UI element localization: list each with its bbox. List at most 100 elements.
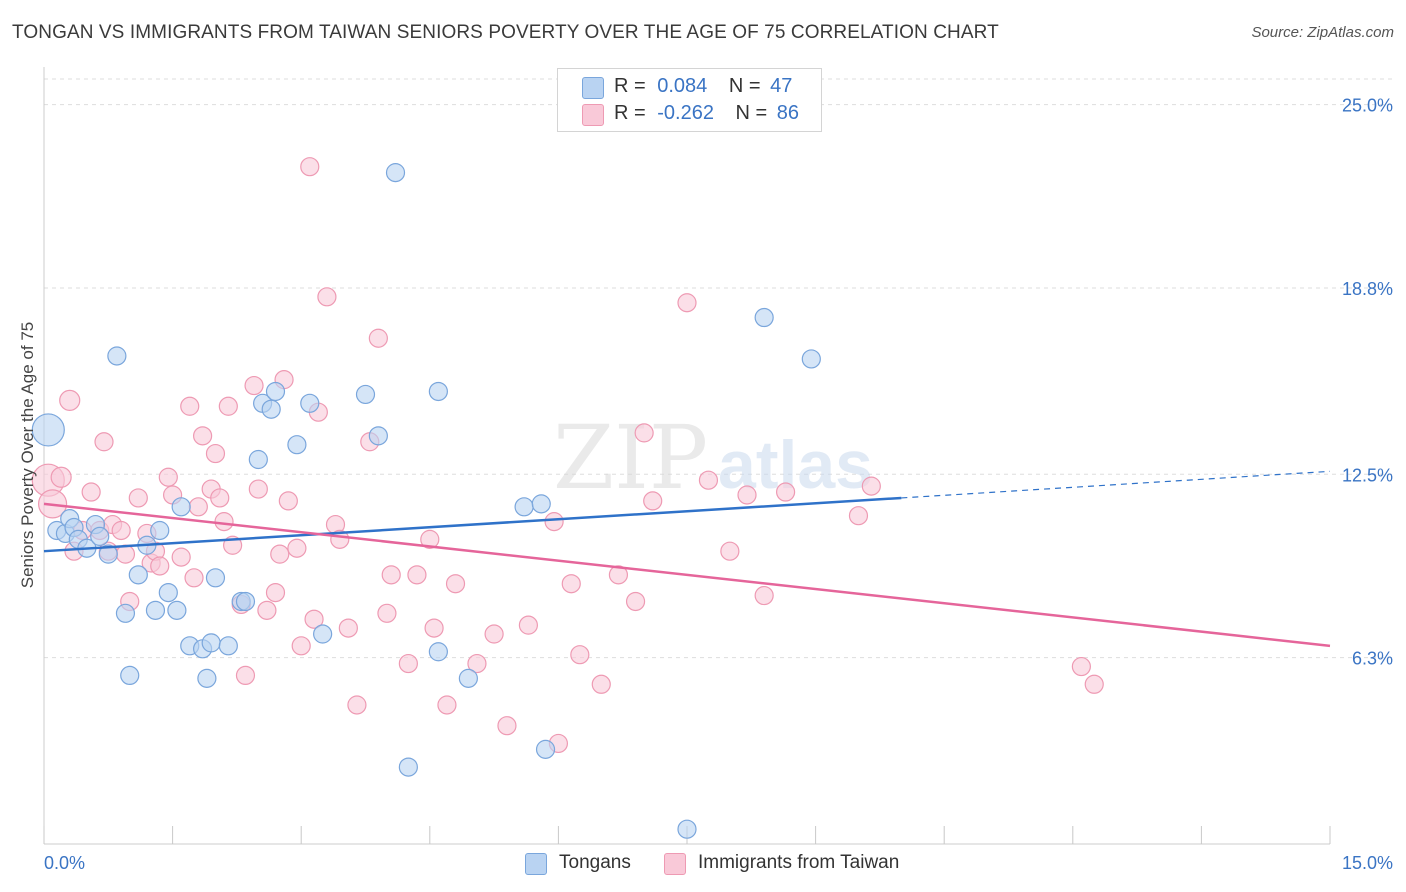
- y-tick-label: 12.5%: [1342, 465, 1393, 485]
- tongan-point: [107, 346, 127, 366]
- tongan-point: [428, 381, 448, 402]
- tongan-point: [197, 668, 217, 688]
- tongan-point: [248, 449, 268, 470]
- taiwan-point: [643, 491, 663, 511]
- taiwan-point: [205, 443, 226, 464]
- taiwan-point: [81, 482, 101, 502]
- tongan-trend-line: [43, 496, 902, 553]
- y-axis-label: Seniors Poverty Over the Age of 75: [18, 321, 37, 589]
- taiwan-point: [300, 157, 320, 177]
- taiwan-point: [248, 479, 268, 499]
- taiwan-point: [278, 491, 298, 511]
- watermark-zip: ZIP: [553, 406, 708, 509]
- tongan-point: [754, 307, 774, 328]
- taiwan-point: [544, 512, 564, 532]
- x-tick-label: 0.0%: [44, 853, 85, 873]
- taiwan-point: [634, 423, 654, 443]
- tongan-point: [171, 497, 191, 517]
- y-tick-label: 18.8%: [1342, 279, 1393, 299]
- taiwan-point: [317, 287, 337, 307]
- taiwan-point: [257, 600, 277, 620]
- tongan-point: [158, 582, 178, 603]
- n-value: 47: [770, 75, 793, 97]
- axes: [43, 67, 1331, 845]
- taiwan-point: [608, 565, 629, 585]
- taiwan-point: [150, 556, 170, 576]
- taiwan-point: [377, 603, 397, 623]
- r-label: R =: [614, 102, 646, 124]
- taiwan-point: [381, 565, 401, 585]
- taiwan-point: [338, 618, 358, 638]
- tongan-trend-extension: [901, 470, 1331, 499]
- tongan-swatch: [525, 853, 547, 875]
- taiwan-point: [467, 653, 487, 674]
- tongan-point: [167, 600, 187, 620]
- tongan-point: [801, 349, 821, 369]
- tick-labels: 6.3% 12.5% 18.8% 25.0% 0.0% 15.0%: [44, 96, 1393, 873]
- taiwan-point: [861, 476, 881, 496]
- taiwan-point: [235, 665, 256, 686]
- taiwan-point: [497, 716, 517, 736]
- taiwan-point: [424, 618, 444, 638]
- n-value: 86: [776, 102, 800, 124]
- chart-source: Source: ZipAtlas.com: [1251, 24, 1394, 41]
- taiwan-point: [561, 574, 581, 594]
- taiwan-point: [1084, 674, 1104, 694]
- tongan-point: [115, 603, 136, 623]
- taiwan-point: [244, 375, 264, 396]
- tongan-point: [98, 544, 118, 564]
- taiwan-point: [437, 695, 457, 715]
- tongan-point: [514, 497, 534, 517]
- trend-lines: [43, 470, 1331, 648]
- tongan-point: [355, 384, 376, 405]
- n-label: N =: [728, 75, 761, 97]
- taiwan-point: [518, 615, 538, 635]
- tongan-point: [205, 568, 226, 588]
- tongan-point: [398, 757, 418, 777]
- taiwan-point: [94, 432, 114, 452]
- taiwan-point: [737, 485, 757, 505]
- taiwan-point: [484, 624, 504, 644]
- r-label: R =: [614, 75, 646, 97]
- taiwan-swatch: [582, 104, 604, 126]
- tongan-point: [300, 393, 320, 413]
- series-legend: Tongans Immigrants from Taiwan: [0, 852, 1406, 876]
- taiwan-point: [188, 497, 208, 517]
- y-tick-label: 25.0%: [1342, 96, 1393, 116]
- correlation-legend: R = 0.084 N = 47 R = -0.262 N = 86: [557, 68, 822, 132]
- tongan-point: [128, 565, 148, 585]
- taiwan-point: [111, 520, 131, 541]
- tongan-point: [313, 624, 333, 644]
- tongan-point: [677, 819, 697, 839]
- tongan-point: [535, 739, 556, 759]
- taiwan-point: [698, 470, 719, 490]
- taiwan-point: [775, 482, 796, 502]
- r-value: 0.084: [657, 75, 708, 97]
- tongan-point: [150, 520, 170, 541]
- taiwan-point: [445, 574, 466, 594]
- taiwan-point: [158, 467, 178, 487]
- legend-label: Tongans: [559, 852, 631, 873]
- taiwan-point: [1071, 656, 1091, 677]
- taiwan-point: [420, 529, 440, 549]
- tongan-point: [261, 399, 281, 419]
- taiwan-point: [59, 389, 81, 411]
- taiwan-point: [193, 426, 213, 446]
- tongan-point: [145, 600, 166, 620]
- taiwan-point: [720, 541, 740, 561]
- legend-label: Immigrants from Taiwan: [698, 852, 900, 873]
- tongan-point: [428, 642, 448, 662]
- taiwan-point: [287, 538, 307, 558]
- tongan-point: [218, 636, 238, 656]
- taiwan-point: [291, 636, 311, 656]
- taiwan-point: [270, 544, 290, 564]
- taiwan-point: [407, 565, 427, 585]
- taiwan-point: [171, 547, 191, 567]
- taiwan-point: [304, 609, 324, 629]
- tongan-point: [201, 633, 221, 653]
- taiwan-point: [128, 488, 148, 508]
- grid-lines: [44, 78, 1395, 659]
- taiwan-point: [50, 466, 72, 488]
- tongan-point: [368, 426, 388, 446]
